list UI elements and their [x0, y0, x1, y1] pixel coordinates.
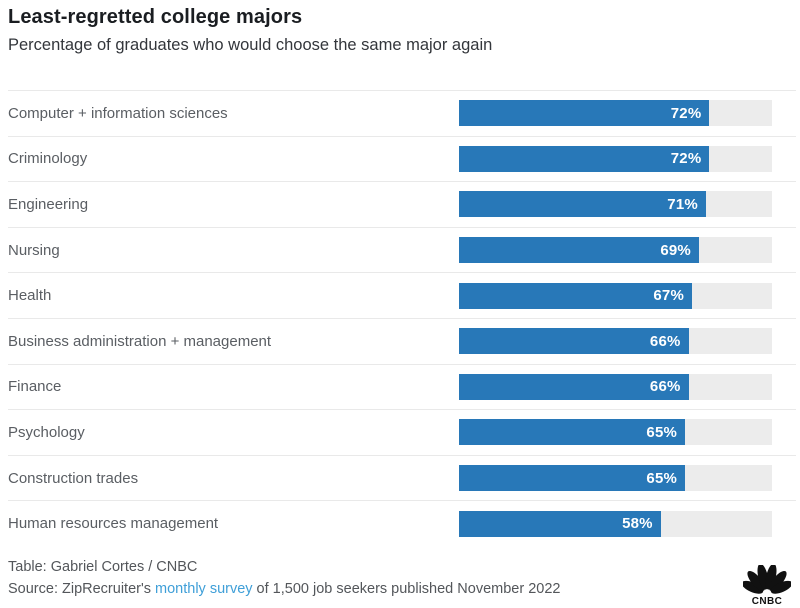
cnbc-logo-text: CNBC: [752, 596, 783, 605]
bar-track: 65%: [459, 465, 772, 492]
chart-row: Psychology 65%: [8, 409, 796, 455]
bar: 58%: [459, 510, 661, 537]
chart-row: Construction trades 65%: [8, 454, 796, 501]
source-line: Source: ZipRecruiter's monthly survey of…: [8, 578, 560, 600]
chart-title: Least-regretted college majors: [8, 6, 303, 28]
category-label: Nursing: [8, 241, 60, 259]
bar: 66%: [459, 328, 689, 355]
bar: 65%: [459, 419, 686, 446]
bar: 65%: [459, 465, 686, 492]
bar-track: 71%: [459, 191, 772, 218]
footer: Table: Gabriel Cortes / CNBC Source: Zip…: [8, 556, 560, 600]
bar: 66%: [459, 373, 689, 400]
category-label: Psychology: [8, 423, 85, 441]
bar-track: 66%: [459, 373, 772, 400]
bar: 71%: [459, 191, 706, 218]
category-label: Business administration + management: [8, 332, 272, 350]
chart-row: Nursing 69%: [8, 226, 796, 273]
category-label: Computer + information sciences: [8, 104, 228, 122]
chart-row: Health 67%: [8, 272, 796, 318]
category-label: Finance: [8, 378, 62, 396]
source-suffix: of 1,500 job seekers published November …: [252, 581, 561, 597]
bar-value-label: 72%: [670, 150, 702, 168]
bar-track: 58%: [459, 510, 772, 537]
bar: 69%: [459, 237, 699, 264]
category-label: Human resources management: [8, 515, 219, 533]
category-label: Engineering: [8, 195, 89, 213]
chart-row: Criminology 72%: [8, 135, 796, 182]
chart-subtitle: Percentage of graduates who would choose…: [8, 36, 493, 54]
bar-track: 67%: [459, 282, 772, 309]
category-label: Criminology: [8, 150, 88, 168]
table-credit: Table: Gabriel Cortes / CNBC: [8, 559, 198, 575]
bar-value-label: 66%: [649, 378, 681, 396]
bar-value-label: 67%: [653, 287, 684, 305]
chart-row: Computer + information sciences 72%: [8, 90, 796, 136]
chart-row: Finance 66%: [8, 363, 796, 410]
bar-value-label: 65%: [646, 469, 678, 487]
bar-value-label: 66%: [649, 332, 681, 350]
category-label: Construction trades: [8, 469, 139, 487]
bar-value-label: 65%: [646, 423, 678, 441]
bar-track: 66%: [459, 328, 772, 355]
chart-row: Human resources management 58%: [8, 500, 796, 546]
bar: 72%: [459, 145, 710, 172]
bar: 72%: [459, 100, 710, 127]
bar-track: 65%: [459, 419, 772, 446]
chart-row: Business administration + management 66%: [8, 317, 796, 364]
bar: 67%: [459, 282, 692, 309]
source-link[interactable]: monthly survey: [155, 581, 253, 597]
source-prefix: Source: ZipRecruiter's: [8, 581, 156, 597]
bar-value-label: 69%: [660, 241, 691, 259]
bar-track: 69%: [459, 237, 772, 264]
cnbc-peacock-icon: CNBC: [741, 563, 793, 607]
cnbc-logo: CNBC: [741, 563, 793, 607]
bar-value-label: 58%: [622, 515, 653, 533]
bar-value-label: 71%: [667, 195, 698, 213]
bar-value-label: 72%: [670, 104, 702, 122]
chart-rows: Computer + information sciences 72% Crim…: [8, 90, 796, 546]
chart-row: Engineering 71%: [8, 181, 796, 227]
bar-track: 72%: [459, 100, 772, 127]
category-label: Health: [8, 287, 52, 305]
bar-track: 72%: [459, 145, 772, 172]
